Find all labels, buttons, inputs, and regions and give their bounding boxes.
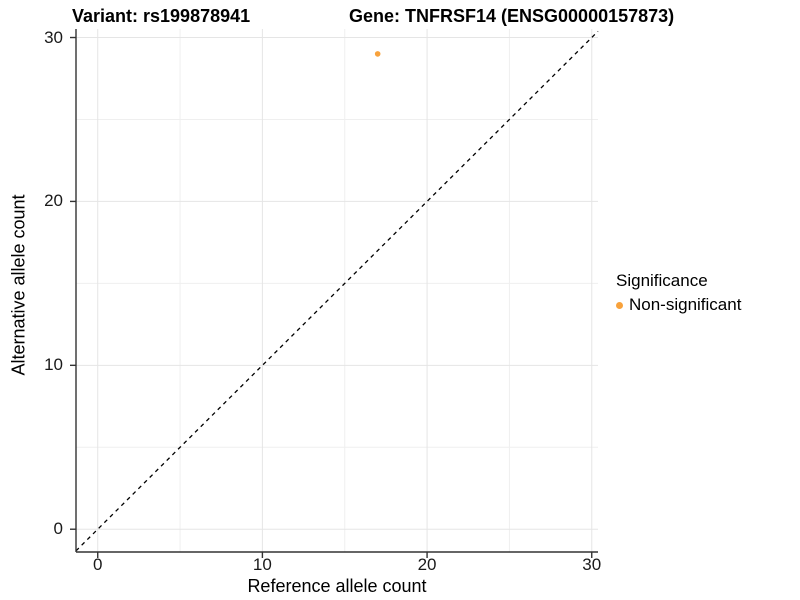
x-axis-title: Reference allele count: [247, 576, 427, 596]
y-tick-label: 20: [44, 191, 63, 211]
x-tick-label: 10: [252, 555, 272, 574]
plot-title-gene: Gene: TNFRSF14 (ENSG00000157873): [349, 6, 675, 26]
legend-item-label: Non-significant: [629, 295, 742, 314]
y-axis-title: Alternative allele count: [8, 194, 29, 376]
x-tick-label: 20: [417, 555, 437, 574]
y-tick-label: 10: [44, 355, 63, 375]
identity-line: [75, 30, 599, 552]
data-point: [374, 51, 381, 57]
legend-title: Significance: [616, 271, 708, 290]
plot-title-variant: Variant: rs199878941: [72, 6, 251, 26]
x-tick-label: 30: [582, 555, 602, 574]
y-tick-label: 30: [44, 27, 63, 47]
legend: Significance Non-significant: [616, 271, 741, 315]
legend-key-dot: [616, 301, 623, 309]
y-tick-label: 0: [53, 519, 63, 539]
x-tick-label: 0: [93, 555, 103, 574]
legend-item: Non-significant: [616, 295, 741, 315]
